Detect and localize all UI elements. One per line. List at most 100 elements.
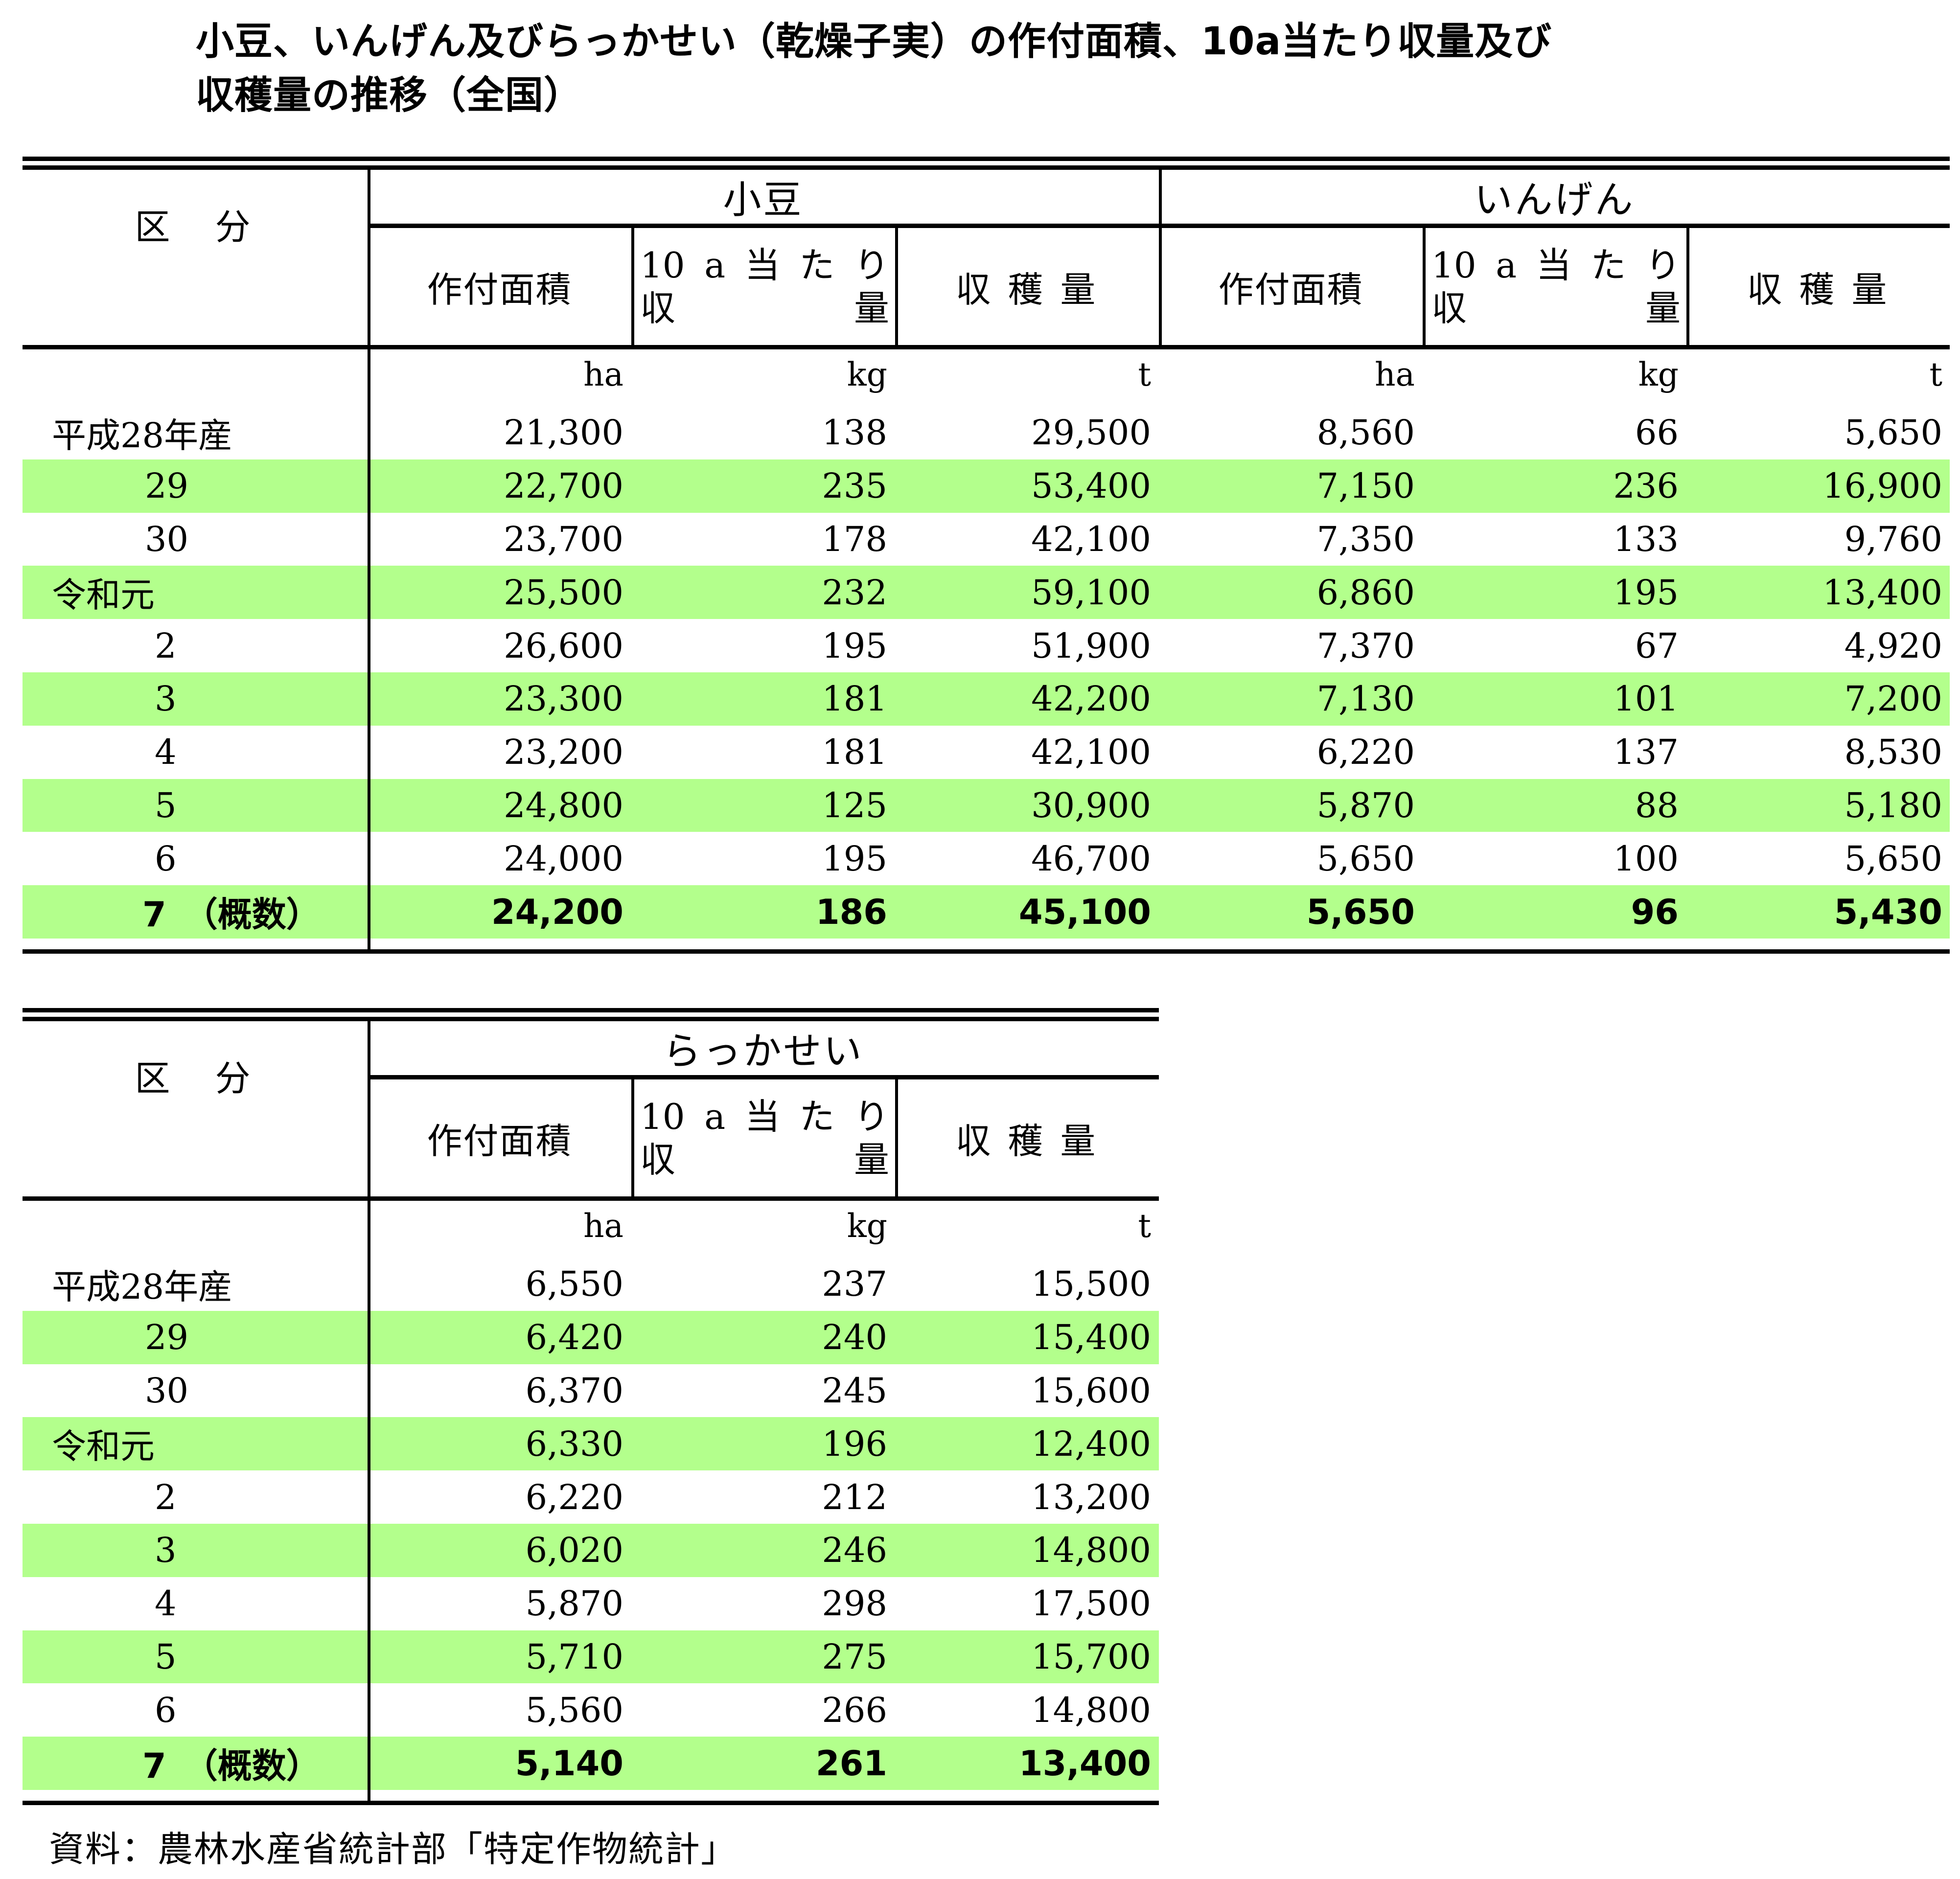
cell-ingen-area: 5,650 bbox=[1306, 892, 1415, 932]
cell-azuki-harvest: 42,200 bbox=[1031, 679, 1151, 719]
cell-ingen-harvest: 7,200 bbox=[1844, 679, 1942, 719]
unit-area: ha bbox=[1375, 355, 1415, 393]
cell-azuki-harvest: 29,500 bbox=[1031, 412, 1151, 453]
cell-azuki-harvest: 42,100 bbox=[1031, 519, 1151, 559]
yield-char: り bbox=[853, 244, 889, 286]
top-rule bbox=[23, 1008, 1159, 1012]
table-azuki-ingen: 7 （概数） 24,200 186 45,100 5,650 96 5,430 6 24,000… bbox=[23, 0, 1950, 954]
table-row: 4 23,200 181 42,100 6,220 137 8,530 bbox=[23, 726, 1950, 779]
row-label: 4 bbox=[155, 732, 177, 773]
cell-ingen-harvest: 4,920 bbox=[1844, 625, 1942, 666]
yield-line-1: 10 a 当たり bbox=[640, 244, 889, 287]
row-label: 5 bbox=[155, 785, 177, 825]
row-header-label: 区 分 bbox=[135, 1058, 255, 1100]
cell-ingen-yield: 88 bbox=[1635, 785, 1679, 825]
cell-rakkasei-harvest: 15,700 bbox=[1031, 1636, 1151, 1677]
cell-rakkasei-yield: 266 bbox=[822, 1690, 887, 1730]
cell-azuki-yield: 235 bbox=[822, 466, 887, 506]
col-header-yield-text: 10 a 当たり収量 bbox=[1426, 244, 1686, 330]
cell-ingen-area: 8,560 bbox=[1316, 412, 1415, 453]
col-header-area: 作付面積 bbox=[1218, 269, 1363, 310]
row-label: 令和元 bbox=[52, 575, 155, 616]
cell-azuki-yield: 125 bbox=[822, 785, 887, 825]
row-label: 30 bbox=[145, 1370, 189, 1411]
row-header-label: 区 分 bbox=[135, 206, 255, 248]
group-divider bbox=[1159, 170, 1162, 345]
unit-harvest: t bbox=[1138, 355, 1151, 393]
row-label: 7 （概数） bbox=[142, 894, 321, 935]
table-row: 令和元 25,500 232 59,100 6,860 195 13,400 bbox=[23, 566, 1950, 619]
cell-ingen-yield: 100 bbox=[1613, 838, 1679, 879]
group-header-ingen: いんげん bbox=[1474, 178, 1635, 222]
cell-azuki-yield: 186 bbox=[815, 892, 887, 932]
cell-azuki-area: 24,000 bbox=[504, 838, 623, 879]
subheader-divider bbox=[1423, 224, 1426, 345]
cell-azuki-yield: 181 bbox=[822, 679, 887, 719]
cell-azuki-area: 24,800 bbox=[504, 785, 623, 825]
table-row: 2 6,220 212 13,200 bbox=[23, 1470, 1159, 1524]
cell-rakkasei-yield: 298 bbox=[822, 1583, 887, 1624]
cell-rakkasei-area: 6,330 bbox=[525, 1423, 623, 1464]
cell-ingen-harvest: 13,400 bbox=[1822, 572, 1942, 613]
row-label: 2 bbox=[155, 1477, 177, 1517]
cell-ingen-yield: 96 bbox=[1631, 892, 1679, 932]
cell-azuki-yield: 138 bbox=[822, 412, 887, 453]
cell-rakkasei-harvest: 12,400 bbox=[1031, 1423, 1151, 1464]
source-note: 資料：農林水産省統計部「特定作物統計」 bbox=[49, 1829, 738, 1870]
cell-ingen-area: 7,370 bbox=[1316, 625, 1415, 666]
col-header-yield-text: 10 a 当たり収量 bbox=[634, 244, 895, 330]
cell-ingen-harvest: 5,650 bbox=[1844, 412, 1942, 453]
table-row: 平成28年産 6,550 237 15,500 bbox=[23, 1258, 1159, 1311]
cell-rakkasei-area: 6,420 bbox=[525, 1317, 623, 1358]
yield-char: り bbox=[853, 1096, 889, 1137]
cell-rakkasei-yield: 245 bbox=[822, 1370, 887, 1411]
unit-yield: kg bbox=[1638, 355, 1679, 393]
title-line-2: 収穫量の推移（全国） bbox=[196, 73, 583, 117]
table-row: 30 6,370 245 15,600 bbox=[23, 1364, 1159, 1418]
yield-line-2: 収量 bbox=[1431, 287, 1681, 330]
row-label: 29 bbox=[145, 466, 189, 506]
col-header-harvest: 収 穫 量 bbox=[1747, 269, 1890, 310]
cell-azuki-area: 25,500 bbox=[504, 572, 623, 613]
cell-ingen-yield: 66 bbox=[1635, 412, 1679, 453]
cell-ingen-harvest: 5,430 bbox=[1834, 892, 1942, 932]
cell-azuki-area: 22,700 bbox=[504, 466, 623, 506]
cell-rakkasei-yield: 196 bbox=[822, 1423, 887, 1464]
yield-char: た bbox=[799, 1096, 835, 1137]
cell-azuki-yield: 195 bbox=[822, 838, 887, 879]
table-row: 5 5,710 275 15,700 bbox=[23, 1630, 1159, 1684]
page-title: 小豆、いんげん及びらっかせい（乾燥子実）の作付面積、10a当たり収量及び 収穫量… bbox=[196, 15, 1860, 122]
table-row: 令和元 6,330 196 12,400 bbox=[23, 1417, 1159, 1471]
cell-ingen-area: 6,220 bbox=[1316, 732, 1415, 773]
cell-rakkasei-yield: 261 bbox=[815, 1743, 887, 1784]
cell-ingen-yield: 137 bbox=[1613, 732, 1679, 773]
header-bottom-rule bbox=[23, 345, 1950, 349]
yield-char: 収 bbox=[640, 287, 676, 329]
yield-char: 10 bbox=[640, 244, 685, 286]
cell-azuki-harvest: 42,100 bbox=[1031, 732, 1151, 773]
unit-area: ha bbox=[583, 355, 623, 393]
yield-char: a bbox=[704, 244, 726, 286]
cell-ingen-area: 7,150 bbox=[1316, 466, 1415, 506]
cell-azuki-harvest: 45,100 bbox=[1018, 892, 1151, 932]
cell-rakkasei-harvest: 14,800 bbox=[1031, 1690, 1151, 1730]
cell-rakkasei-harvest: 13,400 bbox=[1018, 1743, 1151, 1784]
cell-ingen-yield: 101 bbox=[1613, 679, 1679, 719]
table-row: 6 24,000 195 46,700 5,650 100 5,650 bbox=[23, 832, 1950, 885]
top-rule-2 bbox=[23, 165, 1950, 170]
cell-azuki-harvest: 51,900 bbox=[1031, 625, 1151, 666]
col-header-yield: 10 a 当たり収量 bbox=[634, 228, 895, 345]
row-label: 30 bbox=[145, 519, 189, 559]
cell-rakkasei-harvest: 15,500 bbox=[1031, 1264, 1151, 1305]
table-row: 29 6,420 240 15,400 bbox=[23, 1310, 1159, 1364]
table-row: 平成28年産 21,300 138 29,500 8,560 66 5,650 bbox=[23, 406, 1950, 459]
yield-char: 当 bbox=[1536, 244, 1571, 286]
yield-char: 当 bbox=[744, 1096, 780, 1137]
table-row: 2 26,600 195 51,900 7,370 67 4,920 bbox=[23, 619, 1950, 672]
cell-ingen-harvest: 16,900 bbox=[1822, 466, 1942, 506]
yield-char: り bbox=[1645, 244, 1681, 286]
group-header-rule bbox=[368, 224, 1950, 228]
cell-rakkasei-harvest: 14,800 bbox=[1031, 1530, 1151, 1571]
group-header-rule bbox=[368, 1075, 1159, 1079]
cell-ingen-harvest: 9,760 bbox=[1844, 519, 1942, 559]
